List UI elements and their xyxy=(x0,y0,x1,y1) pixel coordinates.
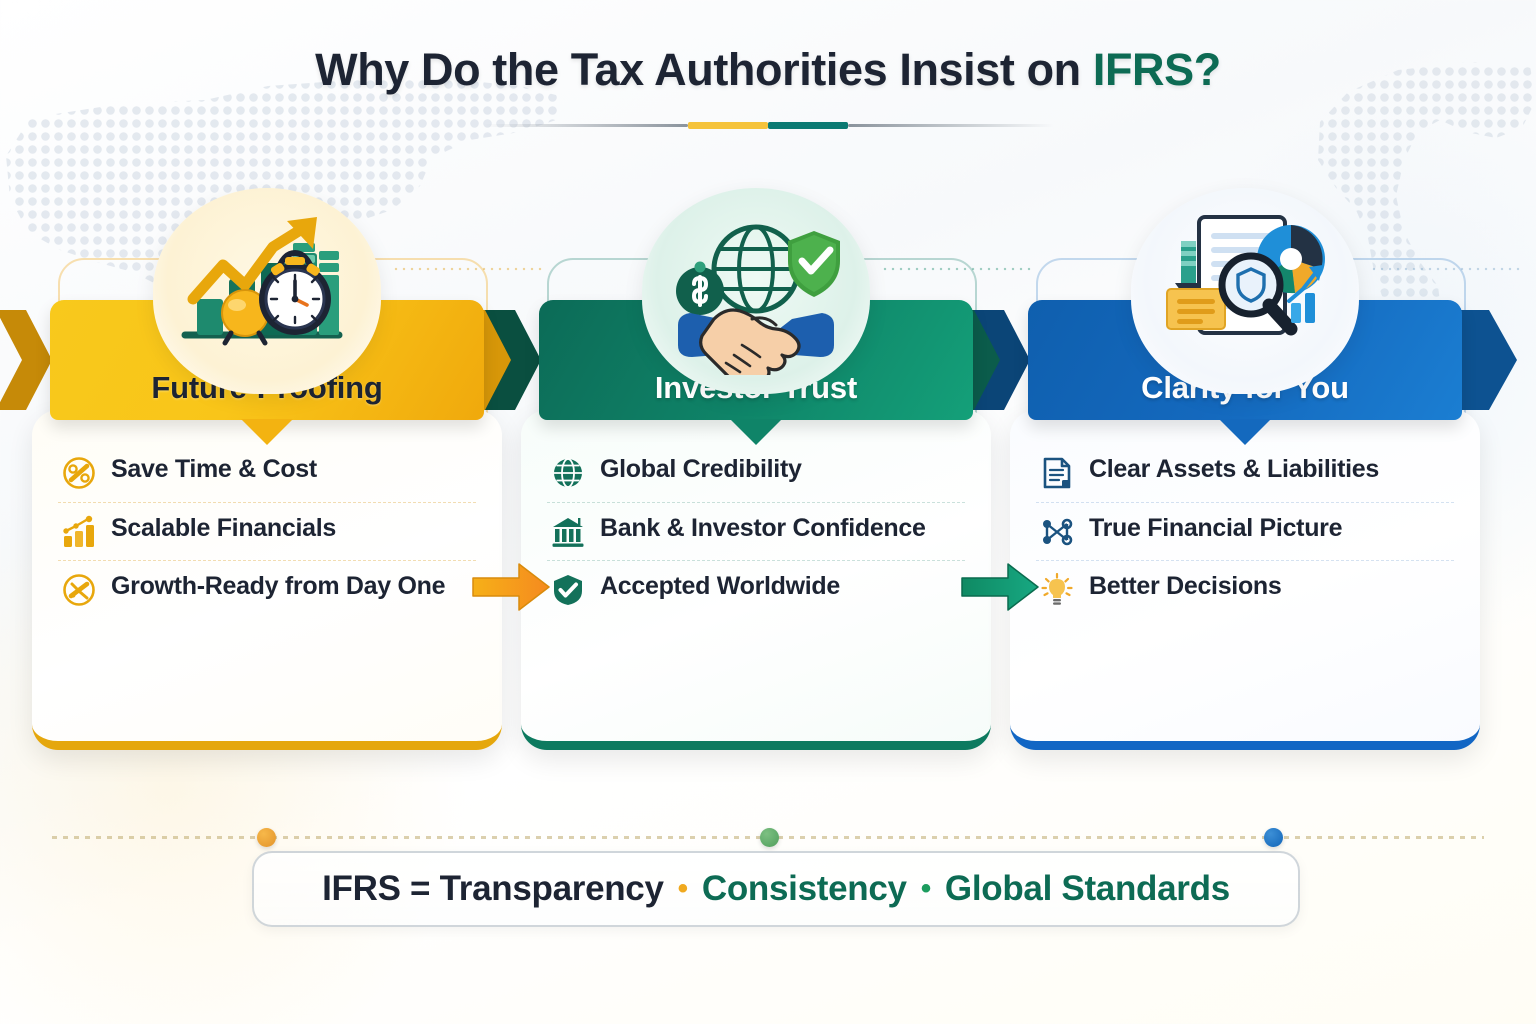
pillar-investor-trust[interactable]: Investor Trust Global Credibility xyxy=(485,188,1031,778)
timeline-node-green xyxy=(760,828,779,847)
footer-text: IFRS = Transparency • Consistency • Glob… xyxy=(322,869,1230,909)
page-title-main: Why Do the Tax Authorities Insist on xyxy=(315,44,1093,95)
growth-ready-icon xyxy=(62,573,96,607)
title-divider xyxy=(483,122,1053,129)
feature-item[interactable]: Bank & Investor Confidence xyxy=(547,502,965,560)
card-clarity-for-you: Clear Assets & Liabilities True Financia… xyxy=(1010,410,1480,750)
divider-gold-block xyxy=(688,122,768,129)
pillar-columns: Future-Proofing Save Time & Cost xyxy=(0,188,1536,778)
time-cost-saving-icon xyxy=(62,456,96,490)
footer-bullet-orange-icon: • xyxy=(677,872,689,905)
footer-bullet-green-icon: • xyxy=(920,872,932,905)
globe-icon xyxy=(551,456,585,490)
bank-icon xyxy=(551,515,585,549)
card-future-proofing: Save Time & Cost Sc xyxy=(32,410,502,750)
banner-pointer xyxy=(730,419,782,445)
decorative-dotted-connector xyxy=(881,266,1031,272)
feature-label: Global Credibility xyxy=(600,455,802,483)
banner-chevron-tail xyxy=(485,310,541,410)
page-title-accent: IFRS? xyxy=(1092,44,1221,95)
feature-label: Clear Assets & Liabilities xyxy=(1089,455,1380,483)
shield-check-icon xyxy=(551,573,585,607)
feature-item[interactable]: Accepted Worldwide xyxy=(547,560,965,618)
decorative-dotted-connector xyxy=(392,266,542,272)
decorative-dotted-connector xyxy=(1370,266,1520,272)
feature-list: Save Time & Cost Sc xyxy=(58,444,476,618)
feature-item[interactable]: Growth-Ready from Day One xyxy=(58,560,476,618)
network-nodes-icon xyxy=(1040,515,1074,549)
flow-arrow-gold-icon xyxy=(471,560,551,614)
footer-part-consistency: Consistency xyxy=(701,869,907,908)
banner-chevron-tail xyxy=(974,310,1030,410)
document-magnifier-piechart-icon xyxy=(1131,188,1359,394)
growth-chart-stopwatch-icon xyxy=(153,188,381,394)
card-investor-trust: Global Credibility xyxy=(521,410,991,750)
lightbulb-icon xyxy=(1040,573,1074,607)
feature-label: Growth-Ready from Day One xyxy=(111,572,446,600)
feature-label: Accepted Worldwide xyxy=(600,572,841,600)
bar-chart-trend-icon xyxy=(62,515,96,549)
feature-label: Save Time & Cost xyxy=(111,455,317,483)
banner-chevron-tail xyxy=(0,310,52,410)
feature-item[interactable]: Save Time & Cost xyxy=(58,444,476,502)
divider-right-line xyxy=(848,124,1053,127)
pillar-clarity-for-you[interactable]: Clarity for You Clear Assets & Liabiliti… xyxy=(974,188,1520,778)
feature-list: Clear Assets & Liabilities True Financia… xyxy=(1036,444,1454,618)
header: Why Do the Tax Authorities Insist on IFR… xyxy=(0,44,1536,129)
divider-left-line xyxy=(483,124,688,127)
ledger-document-icon xyxy=(1040,456,1074,490)
timeline-node-gold xyxy=(257,828,276,847)
feature-label: Scalable Financials xyxy=(111,514,336,542)
feature-item[interactable]: Clear Assets & Liabilities xyxy=(1036,444,1454,502)
feature-item[interactable]: Better Decisions xyxy=(1036,560,1454,618)
feature-item[interactable]: Scalable Financials xyxy=(58,502,476,560)
banner-chevron-head xyxy=(1461,310,1517,410)
footer-summary-bar: IFRS = Transparency • Consistency • Glob… xyxy=(252,851,1300,927)
feature-item[interactable]: Global Credibility xyxy=(547,444,965,502)
feature-label: True Financial Picture xyxy=(1089,514,1343,542)
footer-part-transparency: IFRS = Transparency xyxy=(322,869,664,908)
progress-timeline xyxy=(52,828,1484,848)
feature-label: Better Decisions xyxy=(1089,572,1282,600)
handshake-globe-moneybag-shield-icon xyxy=(642,188,870,394)
page-title: Why Do the Tax Authorities Insist on IFR… xyxy=(0,44,1536,96)
pillar-future-proofing[interactable]: Future-Proofing Save Time & Cost xyxy=(0,188,542,778)
timeline-node-blue xyxy=(1264,828,1283,847)
feature-list: Global Credibility xyxy=(547,444,965,618)
banner-pointer xyxy=(1219,419,1271,445)
flow-arrow-green-icon xyxy=(960,560,1040,614)
footer-part-global-standards: Global Standards xyxy=(944,869,1230,908)
banner-pointer xyxy=(241,419,293,445)
feature-label: Bank & Investor Confidence xyxy=(600,514,926,542)
feature-item[interactable]: True Financial Picture xyxy=(1036,502,1454,560)
divider-teal-block xyxy=(768,122,848,129)
